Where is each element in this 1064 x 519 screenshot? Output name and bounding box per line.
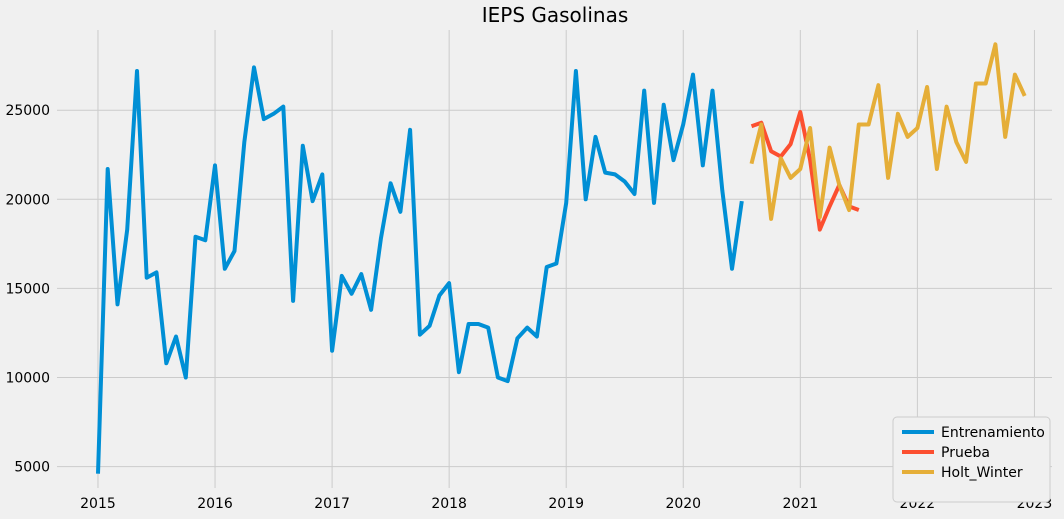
series-lines [96,42,1027,474]
series-line-holt-winter [749,42,1027,221]
x-axis-ticks: 2015 2016 2017 2018 2019 2020 2021 2022 2023 [80,496,1052,512]
x-tick-label: 2016 [197,496,233,512]
legend-label: Entrenamiento [941,425,1045,441]
legend-label: Holt_Winter [941,465,1023,481]
y-axis-ticks: 5000 10000 15000 20000 25000 [5,103,50,475]
x-tick-label: 2019 [548,496,584,512]
legend-box [892,416,1051,503]
y-tick-label: 10000 [5,371,50,387]
y-tick-label: 20000 [5,192,50,208]
legend: Entrenamiento Prueba Holt_Winter [892,416,1051,503]
x-tick-label: 2021 [783,496,819,512]
x-tick-label: 2018 [431,496,467,512]
x-tick-label: 2015 [80,496,116,512]
y-tick-label: 25000 [5,103,50,119]
x-tick-label: 2020 [665,496,701,512]
series-line-entrenamiento [96,65,744,474]
y-tick-label: 5000 [14,460,50,476]
grid [57,30,1052,488]
legend-label: Prueba [941,445,990,461]
x-tick-label: 2017 [314,496,350,512]
chart-title: IEPS Gasolinas [482,3,629,27]
y-tick-label: 15000 [5,281,50,297]
